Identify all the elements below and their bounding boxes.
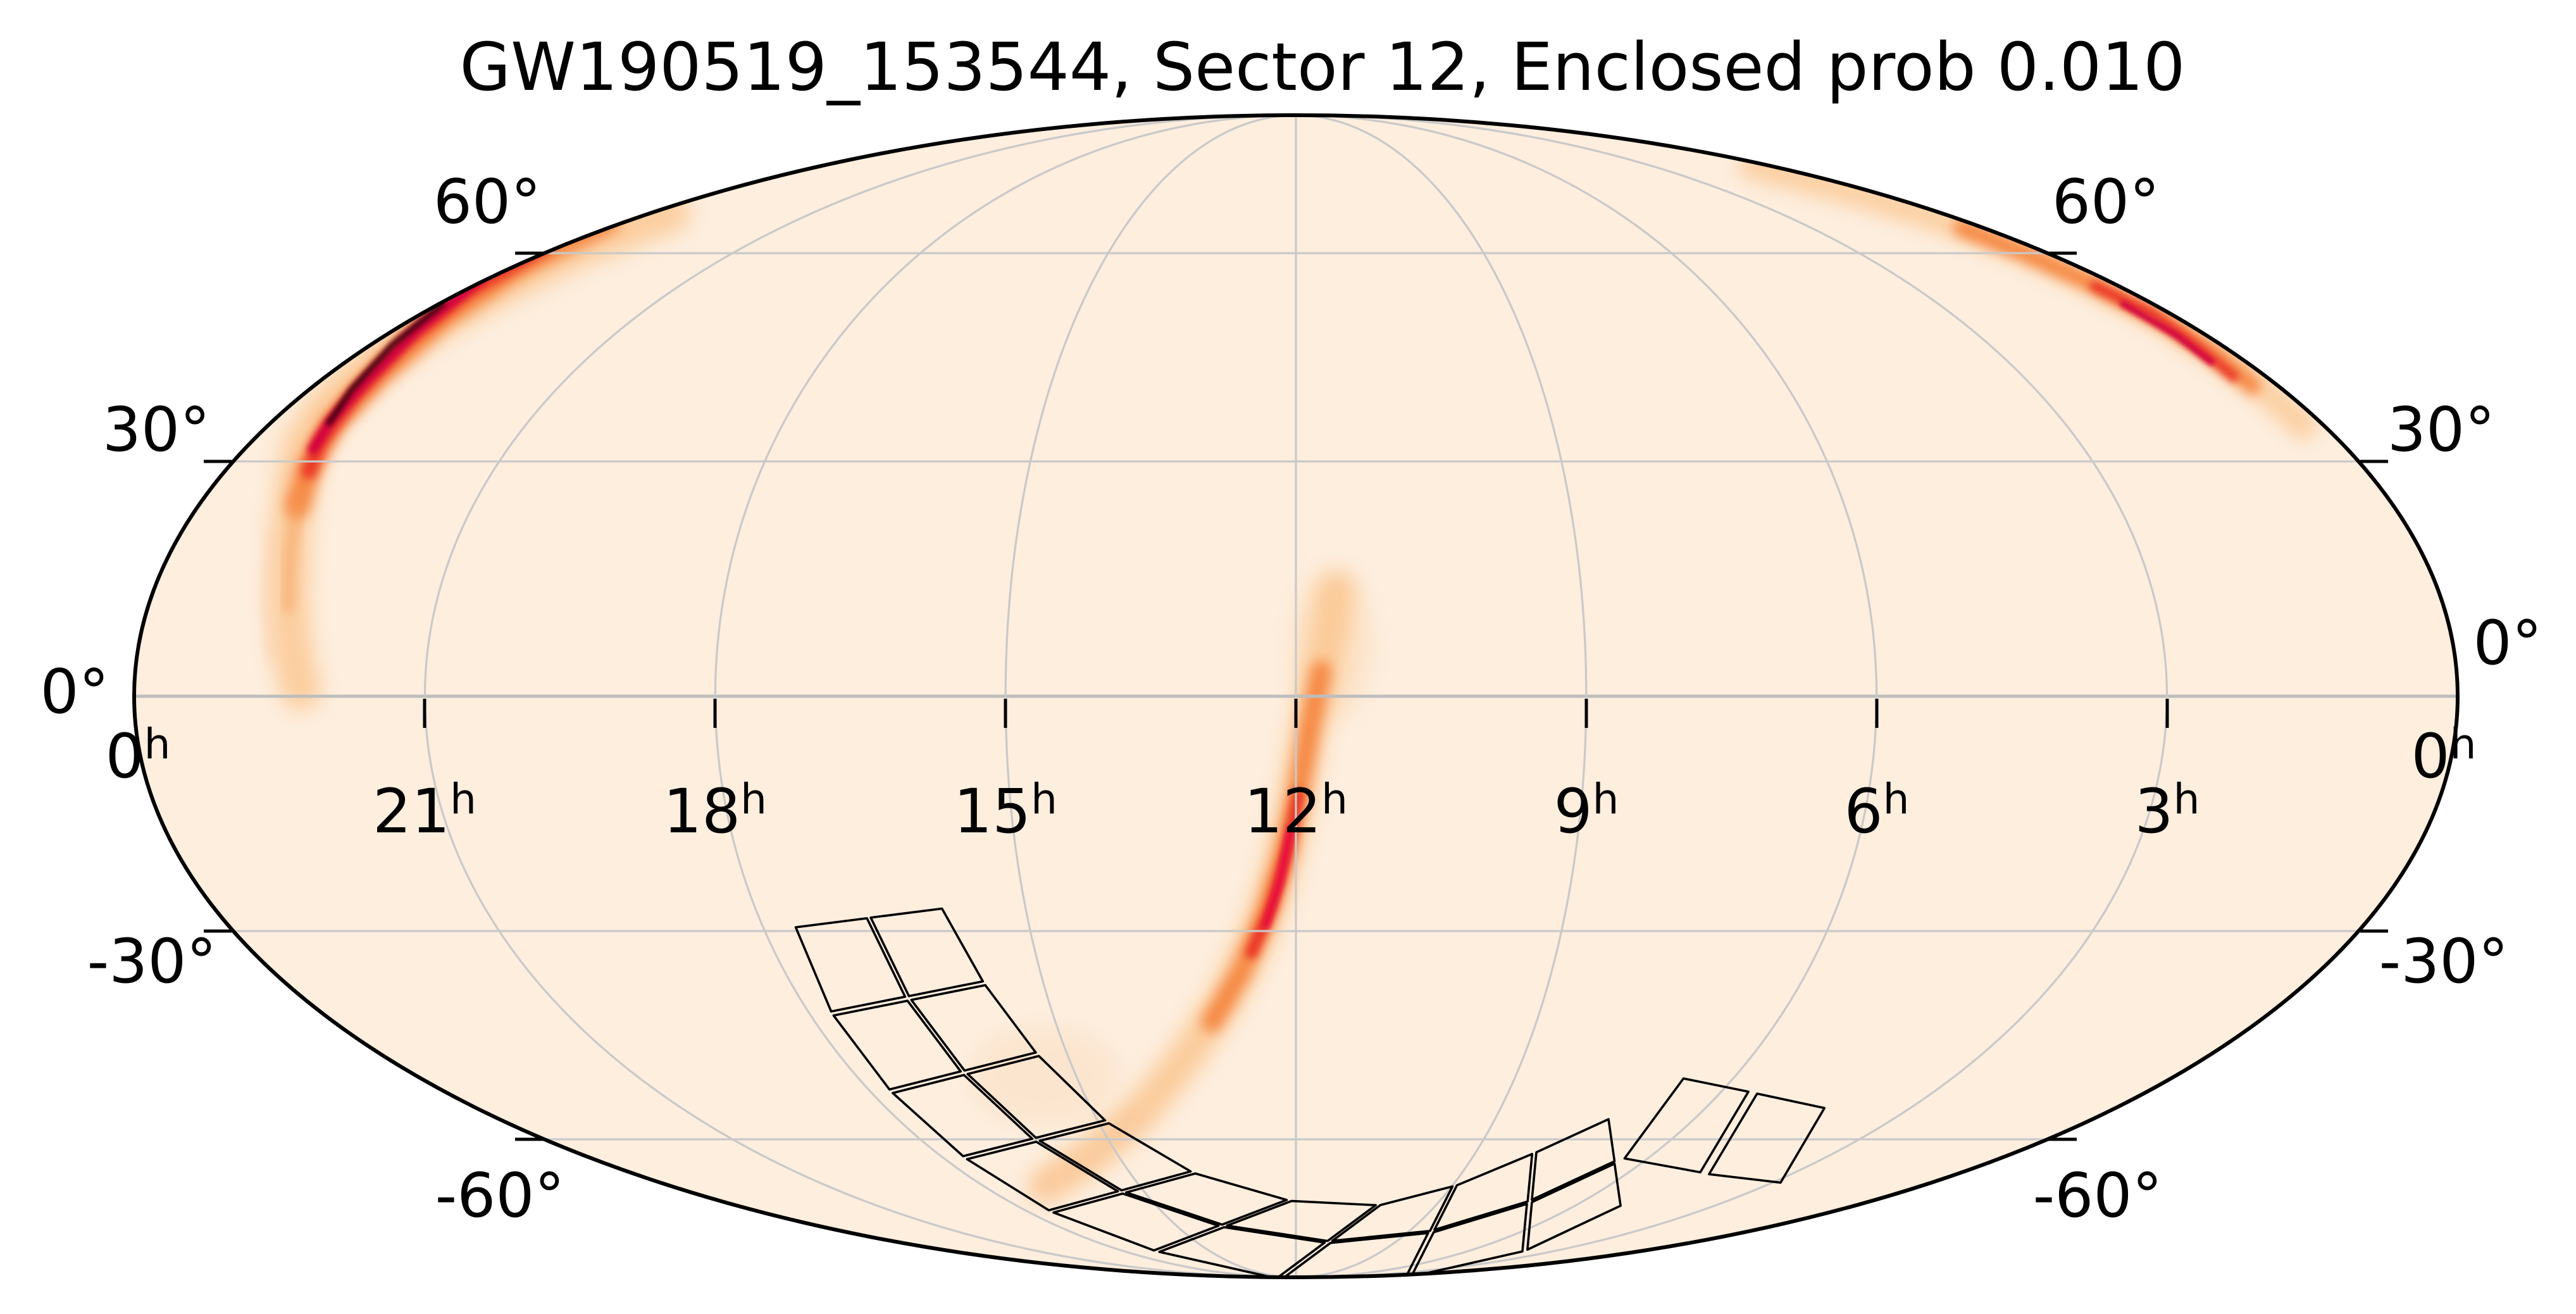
dec-label-left: 30° [103,394,210,465]
meridian-line [1295,114,1588,1279]
dec-label-right: -30° [2379,926,2509,997]
meridian-line [714,114,1297,1279]
dec-label-right: 30° [2387,394,2495,465]
footprint-ccd-cell [832,999,962,1091]
tess-footprint [794,907,1826,1279]
meridian-line [423,114,1297,1279]
dec-label-left: 0° [40,656,109,727]
probability-streak-northwest-arc [308,273,486,454]
footprint-ccd-cell [1124,1172,1288,1226]
probability-streak-northwest-arc [282,494,304,614]
footprint-ccd-cell [1038,1122,1192,1192]
dec-label-left: -30° [87,926,217,997]
ra-label: 21h [373,775,476,847]
footprint-ccd-cell [869,907,985,998]
ra-label: 3h [2135,775,2200,847]
dec-label-right: -60° [2033,1160,2163,1231]
dec-label-left: 60° [433,166,541,237]
footprint-ccd-cell [1526,1162,1622,1251]
footprint-ccd-cell [1433,1153,1534,1231]
probability-streak-northwest-arc [261,527,278,663]
footprint-ccd-cell [966,1141,1119,1211]
footprint-ccd-cell [1410,1203,1528,1278]
probability-streak-northwest-arc [326,301,446,426]
ra-label: 9h [1554,775,1619,847]
axis-ticks [204,251,2388,1141]
probability-streak-northeast-arc [2120,301,2215,365]
footprint-ccd-cell [1052,1192,1220,1252]
footprint-ccd-cell [1708,1092,1826,1184]
dec-label-right: 0° [2473,608,2542,679]
probability-streak-central-arc [1262,825,1295,929]
ra-label: 6h [1845,775,1910,847]
footprint-ccd-cell [1623,1077,1750,1173]
footprint-ccd-cell [1226,1199,1377,1242]
ra-label: 12h [1244,775,1348,847]
ra-label: 0h [2411,720,2477,792]
footprint-ccd-cell [966,1054,1107,1139]
probability-heatmap [261,152,2317,1203]
map-boundary [132,113,2460,1279]
footprint-ccd-cell [892,1073,1034,1158]
footprint-ccd-cell [1331,1185,1454,1242]
probability-streak-central-arc [1030,1106,1147,1198]
ra-label: 18h [663,775,767,847]
figure-title: GW190519_153544, Sector 12, Enclosed pro… [460,28,2186,106]
footprint-ccd-cell [1158,1226,1326,1279]
footprint-ccd-cell [910,984,1037,1072]
ra-label: 15h [954,775,1057,847]
meridian-line [1295,114,2168,1279]
axis-labels: 0h 21h 18h 15h 12h 9h 6h 3h 0h 60° 30° 0° -30° -60° 60… [40,166,2542,1231]
dec-label-right: 60° [2052,166,2160,237]
probability-halo [968,1025,1120,1127]
footprint-ccd-cell [1531,1118,1616,1201]
dec-label-left: -60° [435,1160,565,1231]
probability-streak-northeast-arc [2089,281,2239,382]
meridian-line [1295,114,1878,1279]
footprint-ccd-cell [794,917,907,1013]
ra-label: 0h [106,720,171,792]
